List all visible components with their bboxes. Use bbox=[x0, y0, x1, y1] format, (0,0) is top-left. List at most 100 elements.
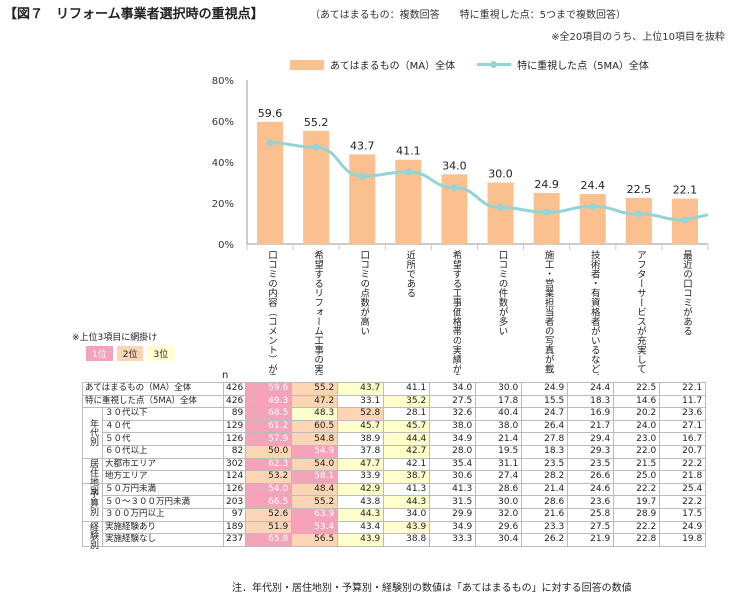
table-cell: 43.4 bbox=[337, 520, 385, 535]
table-row: あてはまるもの（MA）全体 426 59.6 55.2 43.7 41.1 34.0 30.0… bbox=[82, 382, 707, 396]
row-label: ５０代 bbox=[102, 432, 224, 446]
row-n: 426 bbox=[222, 382, 247, 396]
row-n: 82 bbox=[222, 444, 247, 459]
table-cell: 33.3 bbox=[429, 533, 477, 547]
table-cell: 27.1 bbox=[659, 419, 707, 434]
row-label: ３０代以下 bbox=[102, 407, 224, 421]
legend-line-swatch bbox=[477, 61, 512, 68]
table-cell: 25.8 bbox=[567, 507, 615, 522]
table-cell: 45.7 bbox=[383, 419, 431, 434]
table-cell: 22.0 bbox=[613, 444, 661, 459]
table-cell: 47.2 bbox=[291, 394, 339, 409]
table-cell: 58.1 bbox=[291, 470, 339, 484]
table-cell: 51.9 bbox=[245, 520, 293, 535]
table-cell: 65.8 bbox=[245, 533, 293, 547]
table-cell: 42.1 bbox=[383, 457, 431, 472]
table-cell: 28.6 bbox=[475, 482, 523, 497]
bar bbox=[625, 197, 652, 244]
category-label: 希望する工事価格帯の実績が多い bbox=[450, 250, 462, 375]
row-label: 地方エリア bbox=[102, 470, 224, 484]
table-cell: 41.1 bbox=[383, 382, 431, 396]
table-cell: 52.6 bbox=[245, 507, 293, 522]
table-cell: 59.6 bbox=[245, 382, 293, 396]
table-cell: 34.9 bbox=[429, 520, 477, 535]
table-cell: 63.9 bbox=[291, 507, 339, 522]
table-cell: 66.5 bbox=[245, 495, 293, 509]
row-label: 実施経験あり bbox=[102, 520, 224, 535]
table-cell: 25.4 bbox=[659, 482, 707, 497]
legend-bar-swatch bbox=[290, 59, 324, 70]
table-cell: 23.6 bbox=[567, 495, 615, 509]
row-label: ４０代 bbox=[102, 419, 224, 434]
category-label: 技術者・有資格者がいるなど、工事品質が期待できる bbox=[588, 250, 600, 375]
table-cell: 41.3 bbox=[383, 482, 431, 497]
table-cell: 35.2 bbox=[383, 394, 431, 409]
table-cell: 53.2 bbox=[245, 470, 293, 484]
table-cell: 30.0 bbox=[475, 382, 523, 396]
row-label: ６０代以上 bbox=[102, 444, 224, 459]
table-cell: 54.9 bbox=[291, 444, 339, 459]
table-cell: 23.3 bbox=[521, 520, 569, 535]
table-cell: 28.9 bbox=[613, 507, 661, 522]
table-cell: 27.5 bbox=[567, 520, 615, 535]
table-row: 年代別 ３０代以下 89 68.5 48.3 52.8 28.1 32.6 40.4 24.7 16… bbox=[82, 407, 707, 459]
table-cell: 29.3 bbox=[567, 444, 615, 459]
sub-note: ※全20項目のうち、上位10項目を抜粋 bbox=[551, 32, 725, 43]
row-group-label: 予算別 bbox=[82, 482, 103, 522]
table-cell: 44.3 bbox=[383, 495, 431, 509]
table-cell: 49.3 bbox=[245, 394, 293, 409]
table-cell: 54.8 bbox=[291, 432, 339, 446]
category-label: 口コミの点数が高い bbox=[358, 250, 370, 336]
table-cell: 54.0 bbox=[245, 482, 293, 497]
table-row: ５０～３００万円未満 203 66.5 55.2 43.8 44.3 31.5 30.0 28.… bbox=[83, 495, 707, 509]
table-cell: 21.4 bbox=[521, 482, 569, 497]
bar-data-label: 24.4 bbox=[581, 179, 606, 192]
row-n: 126 bbox=[222, 482, 247, 497]
line-point bbox=[681, 216, 689, 224]
table-cell: 55.2 bbox=[291, 382, 339, 396]
rank-legend: 1位 2位 3位 bbox=[86, 346, 175, 361]
table-cell: 28.2 bbox=[521, 470, 569, 484]
table-cell: 20.2 bbox=[613, 407, 661, 421]
rank-3-swatch: 3位 bbox=[147, 346, 175, 361]
table-cell: 55.2 bbox=[291, 495, 339, 509]
category-label: 施工・営業担当者の写真が載っていて、親しみが持てる bbox=[542, 250, 554, 375]
bar-data-label: 34.0 bbox=[442, 159, 467, 172]
bar-data-label: 24.9 bbox=[534, 178, 559, 191]
rank-1-swatch: 1位 bbox=[86, 346, 113, 361]
table-cell: 30.0 bbox=[475, 495, 523, 509]
line-series bbox=[270, 141, 709, 222]
row-label: あてはまるもの（MA）全体 bbox=[82, 382, 224, 396]
table-cell: 11.7 bbox=[659, 394, 707, 409]
bar-data-label: 22.5 bbox=[627, 183, 652, 196]
table-cell: 24.9 bbox=[521, 382, 569, 396]
bar bbox=[533, 192, 560, 244]
y-tick-label: 20% bbox=[212, 199, 234, 210]
legend-item-bar: あてはまるもの（MA）全体 bbox=[290, 57, 455, 72]
line-point bbox=[404, 168, 412, 176]
category-label: 口コミの内容（コメント）が良い bbox=[266, 250, 278, 375]
table-cell: 23.6 bbox=[659, 407, 707, 421]
table-cell: 38.7 bbox=[383, 470, 431, 484]
table-cell: 47.7 bbox=[337, 457, 385, 472]
table-cell: 33.1 bbox=[337, 394, 385, 409]
line-point bbox=[543, 208, 551, 216]
table-cell: 21.6 bbox=[521, 507, 569, 522]
table-cell: 57.9 bbox=[245, 432, 293, 446]
page-title: 【図７ リフォーム事業者選択時の重視点】 bbox=[4, 7, 264, 22]
line-point bbox=[266, 139, 274, 147]
table-cell: 34.0 bbox=[429, 382, 477, 396]
table-cell: 35.4 bbox=[429, 457, 477, 472]
row-label: ５０万円未満 bbox=[102, 482, 224, 497]
table-cell: 24.0 bbox=[613, 419, 661, 434]
table-cell: 42.7 bbox=[383, 444, 431, 459]
table-cell: 23.5 bbox=[567, 457, 615, 472]
data-table: あてはまるもの（MA）全体 426 59.6 55.2 43.7 41.1 34.0 30.0… bbox=[82, 382, 707, 549]
table-row: ６０代以上 82 50.0 54.9 37.8 42.7 28.0 19.5 18.3 29.3 2… bbox=[83, 444, 707, 459]
bar-data-label: 55.2 bbox=[304, 116, 329, 129]
category-label: 希望するリフォーム工事の実績が多い bbox=[312, 250, 324, 375]
table-cell: 21.9 bbox=[567, 533, 615, 547]
table-cell: 41.3 bbox=[429, 482, 477, 497]
table-cell: 33.9 bbox=[337, 470, 385, 484]
category-label: アフターサービスが充実している bbox=[634, 250, 646, 375]
